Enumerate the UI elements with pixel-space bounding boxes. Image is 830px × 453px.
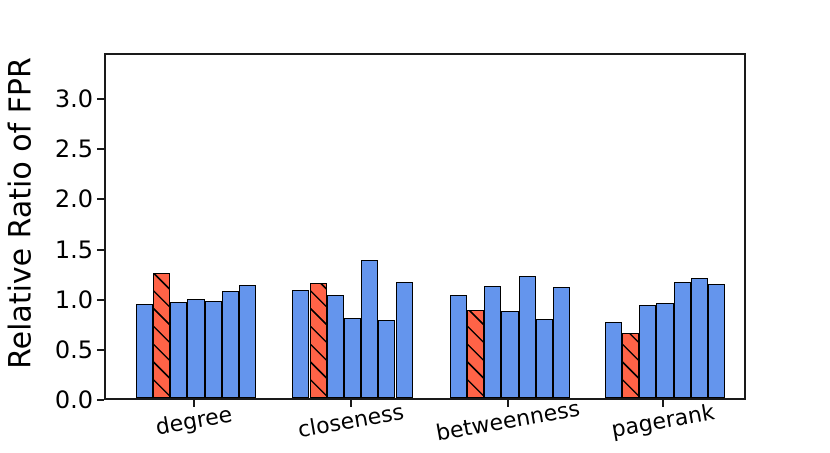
bar-closeness-6 xyxy=(378,319,396,398)
bar-pagerank-1 xyxy=(604,321,622,398)
bar-pagerank-5 xyxy=(673,281,691,398)
highlighted-bar-pagerank xyxy=(622,332,640,398)
y-tick-label: 1.5 xyxy=(54,235,93,264)
bar-pagerank-3 xyxy=(639,304,657,398)
highlighted-bar-degree xyxy=(153,272,171,398)
y-tick-label: 2.0 xyxy=(54,185,93,214)
bar-pagerank-6 xyxy=(690,277,708,398)
y-tick-label: 3.0 xyxy=(54,85,93,114)
plot-area xyxy=(104,53,746,400)
bar-closeness-1 xyxy=(292,289,310,398)
bar-degree-6 xyxy=(221,290,239,398)
bar-betweenness-7 xyxy=(553,286,571,398)
bar-closeness-7 xyxy=(395,281,413,398)
bar-betweenness-6 xyxy=(535,318,553,398)
bar-betweenness-4 xyxy=(501,310,519,398)
x-tick-mark xyxy=(193,400,195,407)
bar-degree-3 xyxy=(170,301,188,398)
y-axis-label: Relative Ratio of FPR xyxy=(3,57,39,369)
y-tick-label: 2.5 xyxy=(54,135,93,164)
y-tick-mark xyxy=(97,399,104,401)
bar-pagerank-7 xyxy=(708,283,726,398)
x-tick-mark xyxy=(662,400,664,407)
y-tick-mark xyxy=(97,348,104,351)
y-tick-label: 0.0 xyxy=(54,386,93,414)
bar-degree-1 xyxy=(135,303,153,398)
bar-degree-5 xyxy=(204,300,222,398)
y-tick-mark xyxy=(97,248,104,251)
x-tick-mark xyxy=(507,400,509,407)
y-tick-label: 1.0 xyxy=(54,285,93,314)
bar-betweenness-1 xyxy=(449,294,467,398)
bar-closeness-4 xyxy=(343,317,362,398)
bar-degree-4 xyxy=(187,298,205,398)
y-tick-mark xyxy=(97,198,104,201)
bar-betweenness-3 xyxy=(484,285,502,398)
y-tick-mark xyxy=(97,148,104,151)
y-tick-mark xyxy=(97,298,104,301)
bar-betweenness-5 xyxy=(518,275,536,398)
x-tick-mark xyxy=(349,400,352,407)
highlighted-bar-betweenness xyxy=(467,309,485,398)
y-tick-mark xyxy=(97,98,104,101)
bar-closeness-3 xyxy=(326,294,344,398)
bar-degree-7 xyxy=(239,284,257,398)
highlighted-bar-closeness xyxy=(309,282,327,398)
y-tick-label: 0.5 xyxy=(54,335,93,364)
bar-closeness-5 xyxy=(361,259,379,398)
bar-pagerank-4 xyxy=(656,302,674,398)
